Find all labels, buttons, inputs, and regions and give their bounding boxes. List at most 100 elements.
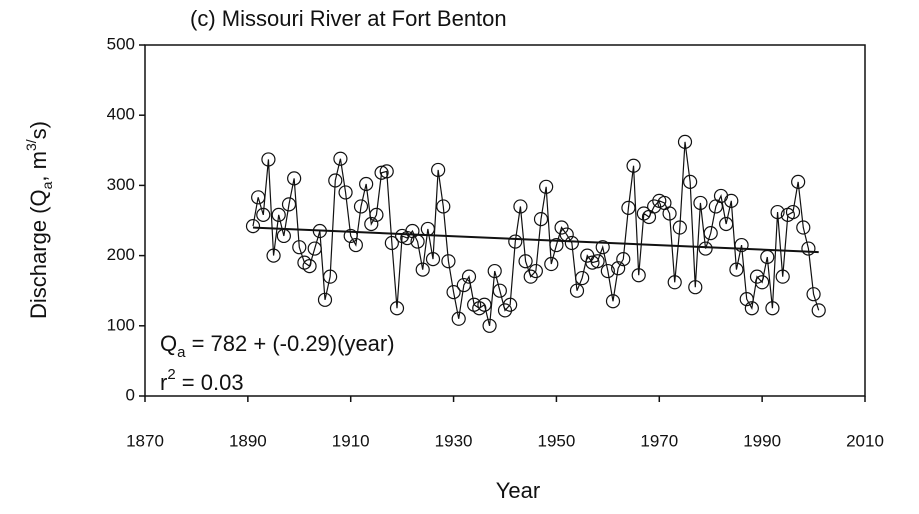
data-point <box>338 185 353 200</box>
data-point <box>755 275 770 290</box>
data-point <box>369 207 384 222</box>
data-point <box>482 318 497 333</box>
data-point <box>400 230 415 246</box>
data-point <box>631 268 646 283</box>
data-point <box>348 237 363 253</box>
data-point <box>436 199 451 214</box>
data-point <box>585 255 600 270</box>
data-point <box>364 216 379 232</box>
x-tick-label: 1910 <box>332 431 370 450</box>
data-point <box>379 164 394 179</box>
data-point <box>575 270 590 286</box>
annotation-part: = 782 + (-0.29)(year) <box>185 331 394 356</box>
data-point <box>564 235 579 251</box>
data-point <box>785 204 801 220</box>
data-point <box>703 226 718 241</box>
data-point <box>353 199 369 214</box>
data-point <box>456 277 471 293</box>
data-point <box>647 199 662 214</box>
data-point <box>734 237 749 253</box>
data-point <box>441 254 456 269</box>
data-point <box>256 207 271 222</box>
chart-title: (c) Missouri River at Fort Benton <box>190 6 507 31</box>
plot-frame <box>144 44 866 397</box>
data-point <box>271 207 286 222</box>
data-point <box>323 269 338 284</box>
data-point <box>626 158 641 173</box>
annotation: r2 = 0.03 <box>160 366 244 394</box>
data-point <box>744 301 759 316</box>
y-tick-label: 200 <box>107 245 135 264</box>
x-tick-label: 2010 <box>846 431 884 450</box>
data-point <box>503 297 518 312</box>
data-point <box>251 190 266 205</box>
trend-line <box>252 226 819 254</box>
data-point <box>292 240 307 255</box>
data-point <box>693 195 708 211</box>
data-point <box>528 263 543 279</box>
y-tick-label: 500 <box>107 34 135 53</box>
data-point <box>281 197 297 212</box>
data-point <box>328 173 343 188</box>
x-tick-label: 1990 <box>743 431 781 450</box>
data-point <box>513 199 528 214</box>
data-point <box>600 263 615 279</box>
data-point <box>266 248 281 263</box>
data-point <box>698 241 713 256</box>
data-point <box>724 193 739 208</box>
data-point <box>539 179 554 194</box>
data-point <box>374 165 389 180</box>
data-point <box>317 292 333 307</box>
data-point <box>611 261 626 276</box>
data-point <box>508 234 523 249</box>
x-tick-label: 1930 <box>435 431 473 450</box>
data-point <box>487 263 502 279</box>
data-point <box>590 254 605 269</box>
annotation-part: = 0.03 <box>176 370 244 395</box>
y-tick-label: 400 <box>107 105 135 124</box>
data-point <box>806 287 821 302</box>
data-point <box>775 269 790 284</box>
data-point <box>389 301 405 316</box>
data-point <box>245 219 261 234</box>
data-point <box>569 283 585 298</box>
data-point <box>287 171 302 186</box>
annotation-part: Q <box>160 331 177 356</box>
annotation-part: 2 <box>167 366 175 383</box>
data-point <box>477 297 492 312</box>
y-tick-label: 100 <box>107 315 135 334</box>
data-point <box>307 241 322 256</box>
y-axis-label-part: Discharge (Q <box>26 189 51 319</box>
data-point <box>523 269 538 284</box>
data-point <box>739 292 754 307</box>
x-tick-label: 1870 <box>126 431 164 450</box>
data-point <box>677 134 693 149</box>
data-point <box>672 220 687 235</box>
data-point <box>302 259 317 274</box>
data-point <box>719 216 734 232</box>
data-point <box>446 285 461 300</box>
data-point <box>492 283 507 298</box>
y-axis-label-part: s) <box>26 121 51 139</box>
data-point <box>415 262 430 277</box>
data-point <box>425 252 441 267</box>
y-tick-label: 0 <box>126 385 135 404</box>
x-axis-label: Year <box>496 478 540 503</box>
data-point <box>384 235 399 251</box>
data-point <box>554 220 569 235</box>
data-point <box>544 256 559 272</box>
data-point <box>549 237 564 253</box>
data-point <box>688 280 703 295</box>
y-axis-label-part: 3/ <box>23 139 39 151</box>
data-point <box>765 301 780 316</box>
data-point <box>811 303 826 318</box>
data-point <box>770 204 785 220</box>
y-tick-label: 300 <box>107 175 135 194</box>
data-point <box>729 262 744 277</box>
data-point <box>359 176 374 192</box>
annotation-part: r <box>160 370 167 395</box>
x-tick-label: 1950 <box>538 431 576 450</box>
data-point <box>333 151 348 166</box>
data-point <box>595 240 610 255</box>
